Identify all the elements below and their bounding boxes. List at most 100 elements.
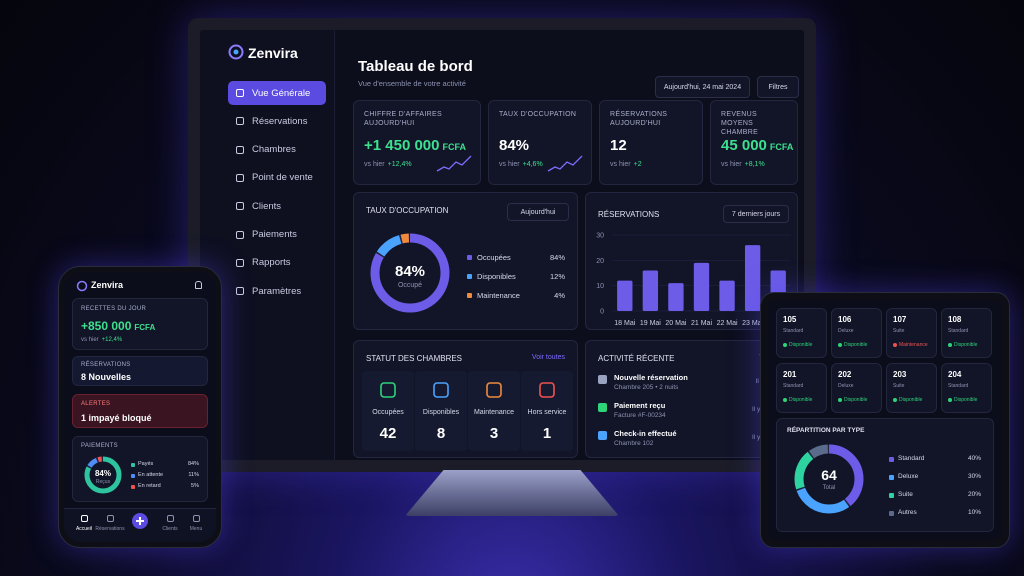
- room-status: Disponible: [954, 342, 978, 348]
- donut-segment: [794, 444, 864, 514]
- panel-title: ACTIVITÉ RÉCENTE: [598, 354, 675, 363]
- legend-dot: [889, 493, 894, 498]
- kpi-delta: +12,4%: [387, 161, 412, 168]
- room-status: Disponible: [789, 342, 813, 348]
- room-card[interactable]: 204 Standard Disponible: [941, 363, 992, 413]
- legend-name: Occupées: [477, 253, 511, 262]
- kpi-delta-row: vs hier +12,4%: [364, 161, 412, 168]
- donut-center-sub: Reçus: [95, 479, 111, 485]
- legend-value: 10%: [967, 509, 981, 516]
- revenue-row: +850 000 FCFA: [81, 319, 155, 333]
- nav-label: Réservations: [252, 115, 308, 127]
- revenue-unit: FCFA: [134, 323, 156, 332]
- legend-name: Maintenance: [477, 291, 520, 300]
- phone-screen: Zenvira RECETTES DU JOUR +850 000 FCFA vs hi…: [64, 272, 216, 542]
- nav-item[interactable]: Paiements: [228, 223, 326, 247]
- legend-dot: [889, 475, 894, 480]
- nav-label: Clients: [252, 200, 282, 212]
- nav-label: Paramètres: [252, 285, 302, 297]
- donut: [370, 233, 450, 313]
- activity-detail: Chambre 205 • 2 nuits: [614, 384, 679, 391]
- nav-item[interactable]: Point de vente: [228, 166, 326, 190]
- kpi-compare: vs hier: [610, 161, 631, 168]
- status-dot: [838, 343, 842, 347]
- room-number: 203: [893, 370, 907, 379]
- filter-button[interactable]: Filtres: [757, 76, 799, 98]
- nav-item[interactable]: Réservations: [228, 109, 326, 133]
- brand: Zenvira: [91, 280, 124, 290]
- room-number: 108: [948, 315, 962, 324]
- nav-item[interactable]: Paramètres: [228, 279, 326, 303]
- legend-dot: [889, 457, 894, 462]
- legend-dot: [131, 485, 135, 489]
- kpi-compare: vs hier: [499, 161, 520, 168]
- nav-item[interactable]: Clients: [228, 194, 326, 218]
- card-label: RECETTES DU JOUR: [81, 306, 147, 312]
- nav-item[interactable]: Vue Générale: [228, 81, 326, 105]
- y-tick-label: 10: [596, 283, 604, 290]
- legend-dot: [467, 274, 472, 279]
- plus-v: [139, 517, 141, 525]
- kpi-value: 45 000: [721, 137, 767, 154]
- nav-item[interactable]: Chambres: [228, 138, 326, 162]
- add-button[interactable]: [132, 513, 148, 529]
- status-dot: [948, 398, 952, 402]
- activity-title: Nouvelle réservation: [614, 373, 688, 382]
- donut: [794, 444, 864, 514]
- legend-value: 12%: [549, 272, 565, 281]
- nav-icon: [236, 145, 244, 154]
- room-type: Suite: [893, 328, 905, 334]
- room-card[interactable]: 106 Deluxe Disponible: [831, 308, 882, 358]
- activity-title: Check-in effectué: [614, 429, 677, 438]
- activity-icon: [598, 375, 607, 384]
- date-button[interactable]: Aujourd'hui, 24 mai 2024: [655, 76, 750, 98]
- kpi-value: 12: [610, 137, 627, 154]
- activity-detail: Facture #F-00234: [614, 412, 666, 419]
- period-select[interactable]: Aujourd'hui: [507, 203, 569, 221]
- period-select[interactable]: 7 derniers jours: [723, 205, 789, 223]
- nav-icon: [236, 89, 244, 97]
- page-subtitle: Vue d'ensemble de votre activité: [358, 79, 466, 88]
- room-status: Disponible: [899, 397, 923, 403]
- legend-value: 5%: [191, 483, 199, 489]
- kpi-value: +1 450 000: [364, 137, 440, 154]
- monitor-stand: [405, 470, 619, 516]
- nav-label: Chambres: [252, 144, 296, 156]
- donut: [84, 456, 122, 494]
- nav-icon: [236, 173, 244, 182]
- sidebar: Zenvira Vue Générale Réservations Chambres…: [200, 30, 335, 460]
- period-text: 7 derniers jours: [731, 210, 781, 218]
- bar: [693, 262, 710, 311]
- kpi-label: TAUX D'OCCUPATION: [499, 111, 577, 118]
- legend-name: Deluxe: [898, 473, 919, 480]
- card-label: RÉSERVATIONS: [81, 362, 131, 368]
- panel-title: RÉSERVATIONS: [598, 210, 660, 219]
- status-dot: [893, 343, 897, 347]
- card-value: 1 impayé bloqué: [81, 413, 152, 423]
- legend-name: En attente: [138, 472, 164, 478]
- room-card[interactable]: 202 Deluxe Disponible: [831, 363, 882, 413]
- donut-segment: [370, 233, 450, 313]
- activity-icon: [598, 431, 607, 440]
- kpi-delta: +8,1%: [744, 161, 765, 168]
- room-card[interactable]: 105 Standard Disponible: [776, 308, 827, 358]
- legend-value: 84%: [187, 461, 199, 467]
- room-card[interactable]: 203 Suite Disponible: [886, 363, 937, 413]
- room-card[interactable]: 107 Suite Maintenance: [886, 308, 937, 358]
- nav-icon: [167, 515, 174, 522]
- donut-segment: [84, 456, 122, 494]
- room-card[interactable]: 201 Standard Disponible: [776, 363, 827, 413]
- donut-center: 84%: [394, 263, 426, 280]
- nav-icon: [236, 230, 244, 239]
- status-name: Hors service: [527, 409, 567, 416]
- nav-item[interactable]: Rapports: [228, 251, 326, 275]
- kpi-unit: FCFA: [442, 142, 467, 152]
- status-dot: [948, 343, 952, 347]
- occupancy-panel: TAUX D'OCCUPATION Aujourd'hui 84% Occupé Occ…: [353, 192, 578, 330]
- room-status: Disponible: [789, 397, 813, 403]
- legend-dot: [131, 474, 135, 478]
- kpi-delta-row: vs hier +4,6%: [499, 161, 543, 168]
- activity-icon: [598, 403, 607, 412]
- room-card[interactable]: 108 Standard Disponible: [941, 308, 992, 358]
- status-count: 42: [379, 425, 397, 442]
